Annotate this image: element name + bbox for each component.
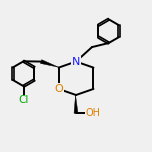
Text: OH: OH — [85, 108, 100, 118]
Text: Cl: Cl — [18, 95, 29, 105]
Text: N: N — [72, 57, 80, 67]
Text: O: O — [54, 84, 63, 94]
Polygon shape — [74, 95, 78, 113]
Polygon shape — [40, 60, 59, 67]
